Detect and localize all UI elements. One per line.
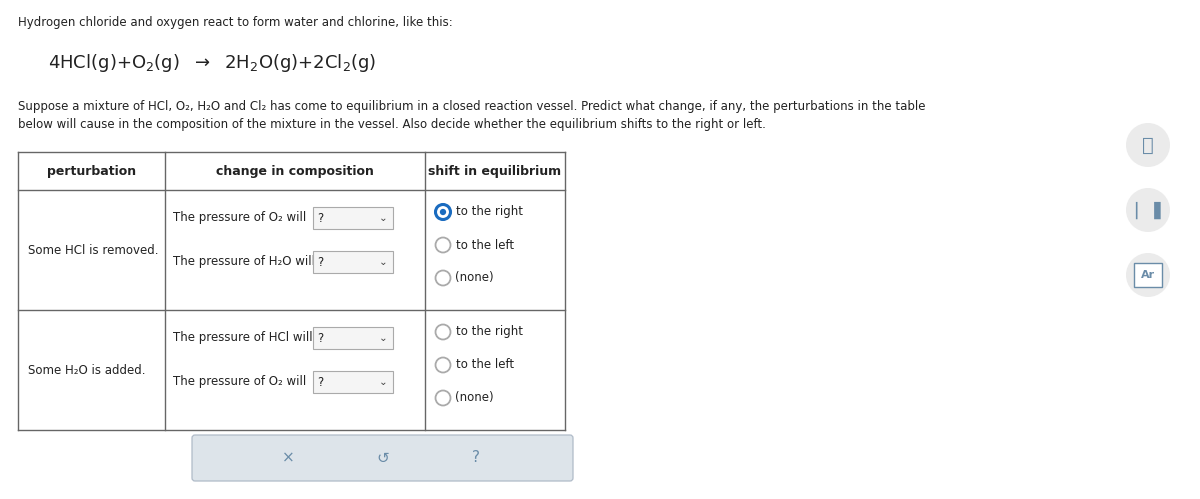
Text: (none): (none) [456, 392, 494, 405]
Text: ⌄: ⌄ [379, 333, 388, 343]
Text: 4HCl(g)+O$_2$(g)  $\rightarrow$  2H$_2$O(g)+2Cl$_2$(g): 4HCl(g)+O$_2$(g) $\rightarrow$ 2H$_2$O(g… [48, 52, 377, 74]
Text: ?: ? [317, 376, 323, 389]
Text: ?: ? [317, 255, 323, 268]
Text: ⌸: ⌸ [1142, 136, 1154, 155]
Text: ×: × [282, 451, 295, 466]
Text: ⌄: ⌄ [379, 257, 388, 267]
Circle shape [1126, 253, 1170, 297]
Text: shift in equilibrium: shift in equilibrium [428, 165, 562, 178]
Circle shape [1126, 123, 1170, 167]
Text: to the left: to the left [456, 358, 514, 371]
Text: Some HCl is removed.: Some HCl is removed. [28, 244, 158, 256]
Text: ⌄: ⌄ [379, 213, 388, 223]
Text: to the right: to the right [456, 206, 522, 219]
Text: Some H₂O is added.: Some H₂O is added. [28, 363, 145, 377]
Text: ?: ? [317, 331, 323, 344]
Circle shape [436, 391, 450, 406]
Bar [18, 152, 565, 430]
Text: below will cause in the composition of the mixture in the vessel. Also decide wh: below will cause in the composition of t… [18, 118, 766, 131]
Circle shape [436, 238, 450, 252]
FancyBboxPatch shape [313, 207, 394, 229]
Text: perturbation: perturbation [47, 165, 136, 178]
Text: ⌄: ⌄ [379, 377, 388, 387]
Circle shape [1126, 188, 1170, 232]
Text: The pressure of O₂ will: The pressure of O₂ will [173, 212, 306, 225]
FancyBboxPatch shape [313, 327, 394, 349]
FancyBboxPatch shape [192, 435, 574, 481]
Text: Hydrogen chloride and oxygen react to form water and chlorine, like this:: Hydrogen chloride and oxygen react to fo… [18, 16, 452, 29]
Text: ▏▐: ▏▐ [1135, 201, 1160, 219]
FancyBboxPatch shape [313, 371, 394, 393]
Text: to the right: to the right [456, 325, 522, 338]
Text: (none): (none) [456, 271, 494, 284]
Text: ?: ? [473, 451, 480, 466]
Circle shape [436, 205, 450, 220]
Text: Ar: Ar [1141, 270, 1156, 280]
FancyBboxPatch shape [1134, 263, 1162, 287]
FancyBboxPatch shape [313, 251, 394, 273]
Text: to the left: to the left [456, 239, 514, 251]
Circle shape [436, 324, 450, 339]
Circle shape [436, 357, 450, 372]
Text: change in composition: change in composition [216, 165, 374, 178]
Text: ?: ? [317, 212, 323, 225]
Circle shape [436, 270, 450, 285]
Circle shape [440, 209, 446, 215]
Text: ↺: ↺ [376, 451, 389, 466]
Text: The pressure of H₂O will: The pressure of H₂O will [173, 255, 314, 268]
Text: The pressure of HCl will: The pressure of HCl will [173, 331, 313, 344]
Text: The pressure of O₂ will: The pressure of O₂ will [173, 376, 306, 389]
Text: Suppose a mixture of HCl, O₂, H₂O and Cl₂ has come to equilibrium in a closed re: Suppose a mixture of HCl, O₂, H₂O and Cl… [18, 100, 925, 113]
